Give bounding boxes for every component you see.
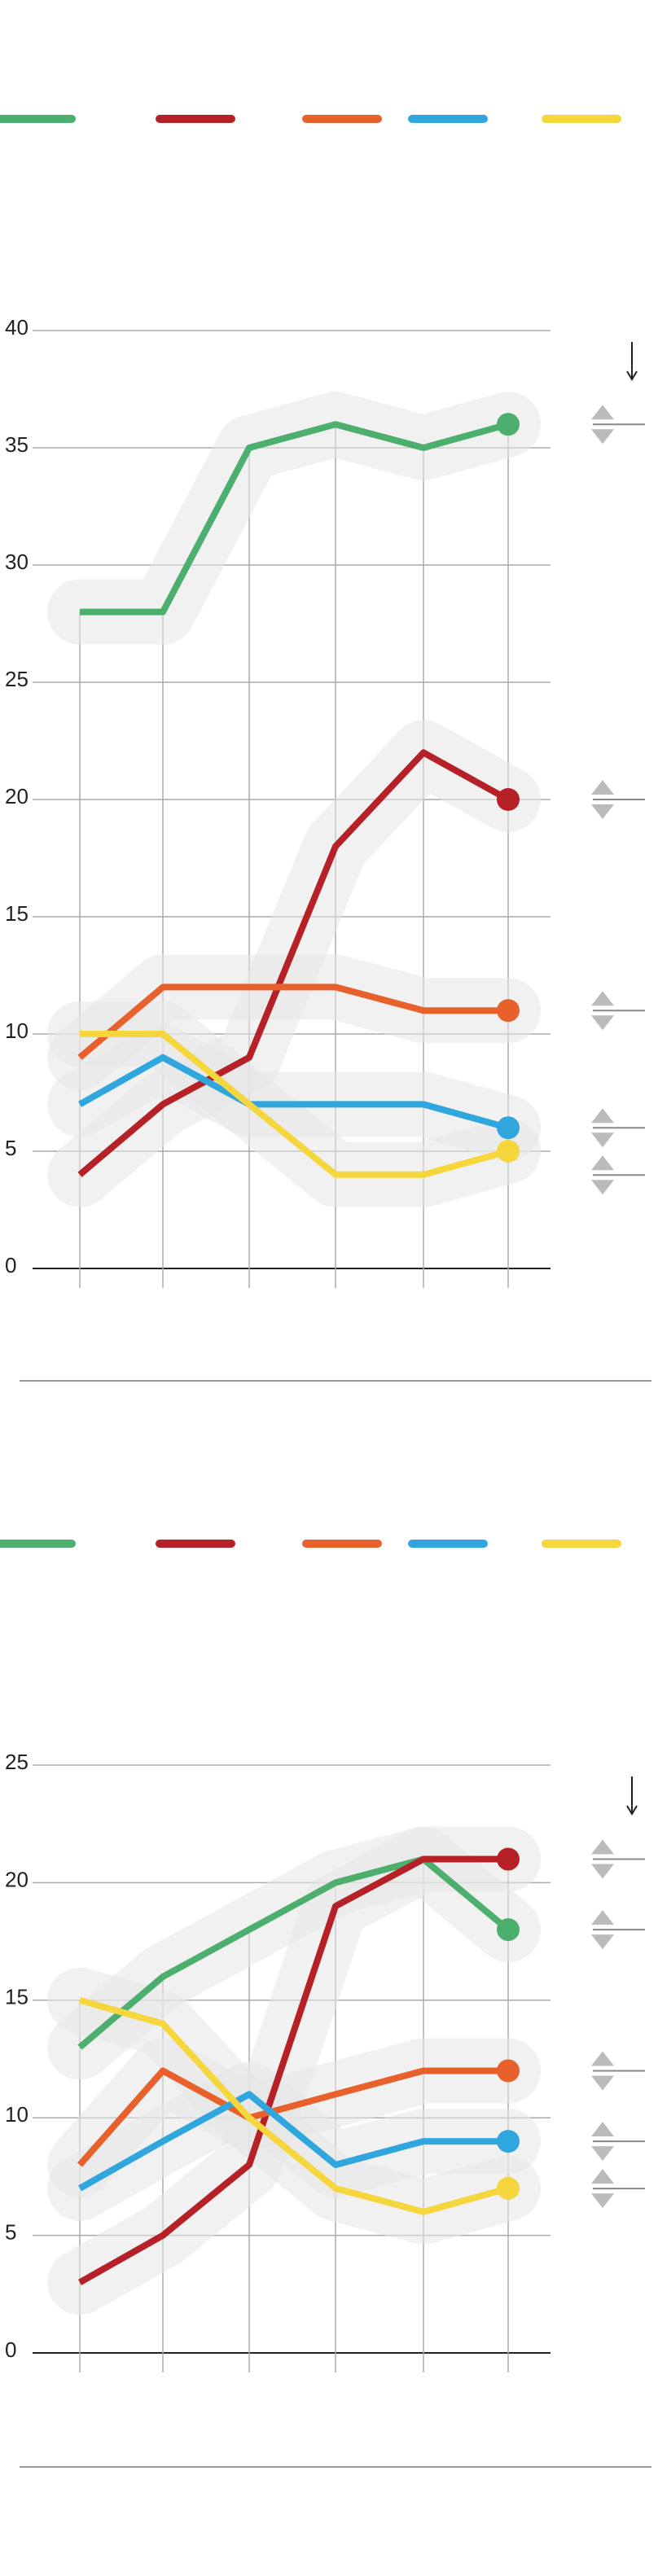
y-tick-label: 0 bbox=[5, 1253, 16, 1277]
reorder-control[interactable] bbox=[591, 991, 645, 1031]
line-halo bbox=[47, 392, 541, 645]
end-dot bbox=[497, 2130, 520, 2153]
reorder-control[interactable] bbox=[591, 780, 645, 819]
series-line bbox=[78, 1855, 508, 2285]
series-line bbox=[78, 2091, 508, 2192]
series-line bbox=[77, 749, 510, 1177]
y-tick-label: 15 bbox=[5, 901, 29, 926]
move-down[interactable] bbox=[591, 1132, 614, 1148]
series-line bbox=[78, 1996, 510, 2215]
series-line bbox=[80, 1031, 510, 1178]
move-up[interactable] bbox=[591, 2122, 614, 2137]
y-tick-label: 5 bbox=[5, 2219, 16, 2244]
y-tick-label: 35 bbox=[5, 432, 29, 457]
y-tick-label: 0 bbox=[5, 2337, 16, 2362]
end-dot bbox=[497, 788, 520, 811]
sort-arrow bbox=[626, 342, 638, 381]
y-tick-label: 15 bbox=[5, 1985, 29, 2009]
move-down[interactable] bbox=[591, 1180, 614, 1195]
series-line bbox=[77, 2067, 508, 2167]
move-up[interactable] bbox=[591, 2169, 614, 2184]
y-tick-label: 25 bbox=[5, 1750, 29, 1774]
move-up[interactable] bbox=[591, 2051, 614, 2066]
sort-arrow bbox=[626, 1776, 638, 1816]
y-tick-label: 10 bbox=[5, 1019, 29, 1043]
move-down[interactable] bbox=[591, 429, 614, 445]
reorder-control[interactable] bbox=[591, 2122, 645, 2162]
end-dot bbox=[497, 2059, 520, 2083]
move-down[interactable] bbox=[591, 804, 614, 819]
move-down[interactable] bbox=[591, 2193, 614, 2209]
reorder-control[interactable] bbox=[591, 2169, 645, 2209]
y-tick-label: 10 bbox=[5, 2102, 29, 2127]
y-tick-label: 20 bbox=[5, 1867, 29, 1891]
y-tick-label: 5 bbox=[5, 1136, 16, 1160]
series-line bbox=[77, 1855, 511, 2050]
end-dot bbox=[497, 1116, 520, 1140]
end-dot bbox=[497, 999, 520, 1023]
end-dot bbox=[497, 1918, 520, 1942]
end-dot bbox=[497, 1847, 520, 1871]
reorder-control[interactable] bbox=[591, 1839, 645, 1879]
move-up[interactable] bbox=[591, 780, 614, 795]
move-up[interactable] bbox=[591, 991, 614, 1006]
reorder-control[interactable] bbox=[591, 1910, 645, 1950]
y-tick-label: 40 bbox=[5, 315, 29, 340]
move-up[interactable] bbox=[591, 1839, 614, 1855]
move-up[interactable] bbox=[591, 405, 614, 420]
reorder-control[interactable] bbox=[591, 1155, 645, 1195]
move-down[interactable] bbox=[591, 2146, 614, 2162]
move-down[interactable] bbox=[591, 1934, 614, 1950]
reorder-control[interactable] bbox=[591, 405, 645, 445]
move-up[interactable] bbox=[591, 1910, 614, 1925]
move-up[interactable] bbox=[591, 1108, 614, 1124]
y-tick-label: 20 bbox=[5, 784, 29, 808]
reorder-control[interactable] bbox=[591, 2051, 645, 2091]
move-down[interactable] bbox=[591, 1864, 614, 1879]
y-tick-label: 30 bbox=[5, 550, 29, 574]
end-dot bbox=[497, 2176, 520, 2200]
series-line bbox=[77, 984, 508, 1060]
y-tick-label: 25 bbox=[5, 667, 29, 691]
series-line bbox=[80, 421, 510, 616]
move-up[interactable] bbox=[591, 1155, 614, 1171]
end-dot bbox=[497, 413, 520, 436]
move-down[interactable] bbox=[591, 1015, 614, 1031]
reorder-control[interactable] bbox=[591, 1108, 645, 1148]
move-down[interactable] bbox=[591, 2075, 614, 2091]
end-dot bbox=[497, 1140, 520, 1163]
series-line bbox=[78, 1054, 510, 1132]
